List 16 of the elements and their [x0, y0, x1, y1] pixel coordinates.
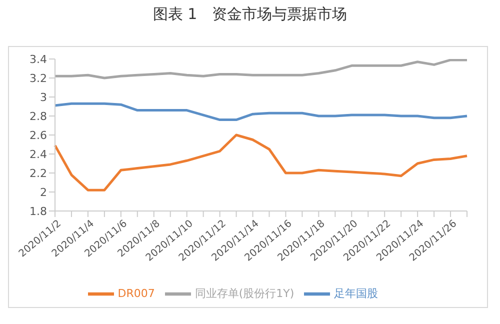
- line-series: [54, 134, 468, 192]
- y-tick-label: 3.4: [30, 52, 47, 66]
- line-series: [54, 59, 468, 80]
- y-tick-label: 1.8: [30, 204, 47, 218]
- legend-label: 同业存单(股份行1Y): [194, 287, 294, 300]
- chart-title: 图表 1 资金市场与票据市场: [152, 5, 348, 24]
- y-tick-label: 2: [40, 186, 47, 199]
- y-tick-label: 3.2: [30, 72, 47, 85]
- y-tick-label: 2.6: [30, 128, 47, 142]
- legend-label: DR007: [118, 287, 155, 300]
- y-tick-label: 2.2: [30, 166, 47, 180]
- y-tick-label: 3: [40, 90, 47, 104]
- y-tick-label: 2.8: [30, 110, 47, 123]
- line-series: [54, 102, 468, 122]
- legend-label: 足年国股: [334, 287, 378, 300]
- y-tick-label: 2.4: [30, 148, 47, 161]
